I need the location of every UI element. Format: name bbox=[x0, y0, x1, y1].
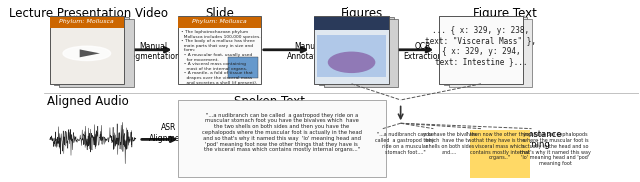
Text: Lecture Presentation Video: Lecture Presentation Video bbox=[9, 7, 168, 20]
FancyBboxPatch shape bbox=[439, 16, 523, 84]
Text: Spoken Text: Spoken Text bbox=[234, 95, 305, 108]
FancyBboxPatch shape bbox=[177, 16, 261, 84]
FancyBboxPatch shape bbox=[228, 57, 258, 78]
FancyBboxPatch shape bbox=[50, 17, 124, 28]
FancyBboxPatch shape bbox=[319, 17, 394, 85]
FancyBboxPatch shape bbox=[50, 16, 124, 84]
Text: Multi-Instance
Learning: Multi-Instance Learning bbox=[502, 130, 561, 149]
Text: OCR
Extraction: OCR Extraction bbox=[404, 42, 443, 61]
Text: "...a nudibranch can be
called  a gastropod they
ride on a muscular
stomach foot: "...a nudibranch can be called a gastrop… bbox=[376, 132, 435, 155]
FancyBboxPatch shape bbox=[314, 16, 388, 84]
Text: Phylum: Mollusca: Phylum: Mollusca bbox=[192, 19, 246, 25]
FancyBboxPatch shape bbox=[59, 19, 134, 87]
FancyBboxPatch shape bbox=[314, 16, 388, 84]
FancyBboxPatch shape bbox=[177, 17, 261, 28]
Text: Slide: Slide bbox=[205, 7, 234, 20]
Circle shape bbox=[63, 46, 111, 61]
Text: • The lophotrochozoan phylum
  Mollusca includes 100,000 species.
• The body of : • The lophotrochozoan phylum Mollusca in… bbox=[180, 30, 260, 85]
Ellipse shape bbox=[328, 52, 375, 73]
FancyBboxPatch shape bbox=[54, 17, 129, 85]
Text: Figure Text: Figure Text bbox=[473, 7, 537, 20]
Text: Manual
Annotation: Manual Annotation bbox=[287, 42, 330, 61]
Polygon shape bbox=[80, 50, 100, 57]
Text: Aligned Audio: Aligned Audio bbox=[47, 95, 129, 108]
FancyBboxPatch shape bbox=[449, 19, 532, 87]
Text: you have the cephalopods
where the muscular foot is
actually in the head and so
: you have the cephalopods where the muscu… bbox=[520, 132, 591, 166]
Text: "...a nudibranch can be called  a gastropod they ride on a
muscular stomach foot: "...a nudibranch can be called a gastrop… bbox=[202, 112, 362, 152]
FancyBboxPatch shape bbox=[50, 16, 124, 84]
FancyBboxPatch shape bbox=[324, 19, 398, 87]
FancyBboxPatch shape bbox=[314, 17, 388, 30]
Text: ASR
Alignment: ASR Alignment bbox=[149, 123, 188, 143]
Text: Manual
Segmentation: Manual Segmentation bbox=[127, 42, 180, 61]
Text: Figures: Figures bbox=[341, 7, 383, 20]
FancyBboxPatch shape bbox=[317, 35, 386, 77]
Text: " then now the other things
that they have is the
visceral mass which
contains m: " then now the other things that they ha… bbox=[466, 132, 534, 160]
Text: Phylum: Mollusca: Phylum: Mollusca bbox=[60, 19, 114, 25]
FancyBboxPatch shape bbox=[444, 17, 527, 85]
Text: Crossmodal
Retrieval: Crossmodal Retrieval bbox=[281, 130, 330, 149]
FancyBboxPatch shape bbox=[177, 100, 386, 177]
Text: ... { x: 329, y: 238,
text: "Visceral Mass" },
{ x: 329, y: 294,
text: Intestine: ... { x: 329, y: 238, text: "Visceral Ma… bbox=[426, 26, 536, 66]
Text: you have the bivalves
which  have the two
shells on both sides
and....: you have the bivalves which have the two… bbox=[423, 132, 477, 155]
FancyBboxPatch shape bbox=[470, 130, 530, 178]
FancyBboxPatch shape bbox=[439, 16, 523, 84]
